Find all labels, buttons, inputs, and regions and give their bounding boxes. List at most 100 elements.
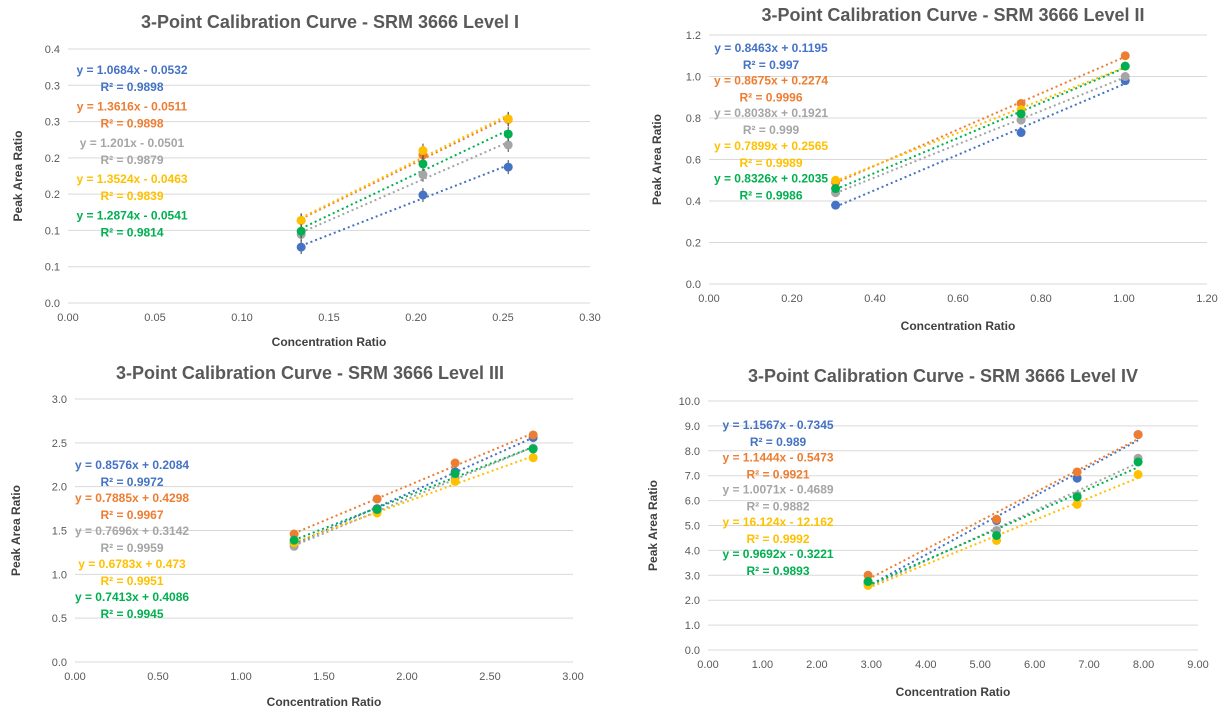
trendline bbox=[835, 76, 1126, 195]
trendline bbox=[835, 82, 1126, 208]
y-tick-label: 0.3 bbox=[45, 117, 60, 129]
chart-title: 3-Point Calibration Curve - SRM 3666 Lev… bbox=[141, 12, 519, 32]
data-point bbox=[863, 570, 873, 580]
data-point bbox=[450, 458, 460, 468]
r-squared-label: R² = 0.9951 bbox=[100, 574, 163, 588]
data-point bbox=[296, 215, 306, 225]
x-tick-label: 0.25 bbox=[492, 312, 513, 324]
r-squared-label: R² = 0.9992 bbox=[746, 532, 809, 546]
y-tick-label: 3.0 bbox=[52, 394, 67, 406]
r-squared-label: R² = 0.999 bbox=[743, 123, 800, 137]
data-point bbox=[503, 129, 513, 139]
data-point bbox=[418, 170, 428, 180]
trendline-equation: y = 0.8038x + 0.1921 bbox=[714, 106, 828, 120]
y-tick-label: 8.0 bbox=[685, 446, 700, 458]
trendline bbox=[867, 438, 1139, 581]
y-axis-title: Peak Area Ratio bbox=[646, 480, 660, 571]
data-point bbox=[296, 242, 306, 252]
chart-title: 3-Point Calibration Curve - SRM 3666 Lev… bbox=[761, 5, 1144, 25]
x-tick-label: 0.05 bbox=[144, 312, 165, 324]
chart-title: 3-Point Calibration Curve - SRM 3666 Lev… bbox=[116, 363, 504, 383]
trendline-equation: y = 1.0071x - 0.4689 bbox=[722, 483, 833, 497]
data-point bbox=[372, 504, 382, 514]
chart-level-iii: 3-Point Calibration Curve - SRM 3666 Lev… bbox=[9, 363, 584, 709]
x-tick-label: 2.00 bbox=[806, 659, 827, 671]
y-tick-label: 0.0 bbox=[45, 298, 60, 310]
x-tick-label: 3.00 bbox=[562, 671, 583, 683]
x-tick-label: 1.50 bbox=[313, 671, 334, 683]
data-point bbox=[528, 444, 538, 454]
r-squared-label: R² = 0.989 bbox=[750, 435, 807, 449]
y-tick-label: 0.2 bbox=[45, 189, 60, 201]
trendline-equation: y = 16.124x - 12.162 bbox=[722, 515, 833, 529]
trendline-equation: y = 0.8326x + 0.2035 bbox=[714, 171, 828, 185]
data-point bbox=[1120, 72, 1130, 81]
data-point bbox=[372, 494, 382, 504]
data-point bbox=[528, 453, 538, 463]
x-tick-label: 0.20 bbox=[781, 293, 802, 305]
y-tick-label: 0.0 bbox=[685, 645, 700, 657]
r-squared-label: R² = 0.9898 bbox=[100, 80, 163, 94]
x-tick-label: 0.00 bbox=[64, 671, 85, 683]
x-tick-label: 0.10 bbox=[231, 312, 252, 324]
x-axis-title: Concentration Ratio bbox=[896, 685, 1011, 699]
data-point bbox=[289, 535, 299, 545]
data-point bbox=[1133, 430, 1143, 440]
r-squared-label: R² = 0.9882 bbox=[746, 500, 809, 514]
x-tick-label: 4.00 bbox=[915, 659, 936, 671]
x-tick-label: 2.50 bbox=[479, 671, 500, 683]
data-point bbox=[450, 476, 460, 486]
trendline bbox=[835, 66, 1126, 182]
y-tick-label: 4.0 bbox=[685, 545, 700, 557]
y-axis-title: Peak Area Ratio bbox=[9, 485, 23, 576]
x-tick-label: 0.15 bbox=[318, 312, 339, 324]
x-tick-label: 0.80 bbox=[1030, 293, 1051, 305]
x-tick-label: 0.50 bbox=[147, 671, 168, 683]
y-tick-label: 0.2 bbox=[686, 238, 701, 250]
y-tick-label: 6.0 bbox=[685, 496, 700, 508]
y-tick-label: 3.0 bbox=[685, 570, 700, 582]
trendline bbox=[300, 141, 509, 234]
y-tick-label: 2.0 bbox=[52, 482, 67, 494]
data-point bbox=[1133, 469, 1143, 479]
r-squared-label: R² = 0.9989 bbox=[739, 156, 802, 170]
trendline bbox=[300, 164, 509, 247]
data-point bbox=[1016, 128, 1026, 138]
x-tick-label: 6.00 bbox=[1024, 659, 1045, 671]
data-point bbox=[418, 190, 428, 200]
y-tick-label: 7.0 bbox=[685, 471, 700, 483]
y-tick-label: 1.5 bbox=[52, 526, 67, 538]
x-tick-label: 8.00 bbox=[1133, 659, 1154, 671]
data-point bbox=[992, 530, 1002, 540]
trendline-equation: y = 0.7899x + 0.2565 bbox=[714, 139, 828, 153]
x-tick-label: 1.20 bbox=[1196, 293, 1217, 305]
data-point bbox=[1072, 499, 1082, 509]
data-point bbox=[503, 140, 513, 150]
x-tick-label: 1.00 bbox=[752, 659, 773, 671]
x-tick-label: 0.40 bbox=[864, 293, 885, 305]
data-point bbox=[1133, 457, 1143, 467]
r-squared-label: R² = 0.9893 bbox=[746, 564, 809, 578]
data-point bbox=[503, 162, 513, 172]
data-point bbox=[1016, 98, 1026, 108]
trendline-equation: y = 0.8463x + 0.1195 bbox=[714, 41, 828, 55]
trendline-equation: y = 1.3616x - 0.0511 bbox=[77, 99, 188, 113]
y-tick-label: 1.0 bbox=[686, 72, 701, 84]
trendline-equation: y = 0.7696x + 0.3142 bbox=[75, 524, 189, 538]
r-squared-label: R² = 0.9959 bbox=[100, 541, 163, 555]
trendline-equation: y = 1.201x - 0.0501 bbox=[80, 136, 185, 150]
trendline bbox=[300, 114, 509, 219]
x-tick-label: 1.00 bbox=[1113, 293, 1134, 305]
trendline-equation: y = 0.9692x - 0.3221 bbox=[722, 547, 833, 561]
trendline bbox=[293, 432, 534, 535]
trendline bbox=[300, 129, 509, 230]
y-tick-label: 0.4 bbox=[686, 196, 701, 208]
x-axis-title: Concentration Ratio bbox=[272, 335, 387, 349]
data-point bbox=[450, 469, 460, 479]
x-tick-label: 2.00 bbox=[396, 671, 417, 683]
r-squared-label: R² = 0.9814 bbox=[100, 226, 163, 240]
data-point bbox=[1120, 51, 1130, 61]
trendline-equation: y = 0.8576x + 0.2084 bbox=[75, 458, 189, 472]
x-axis-title: Concentration Ratio bbox=[901, 319, 1016, 333]
